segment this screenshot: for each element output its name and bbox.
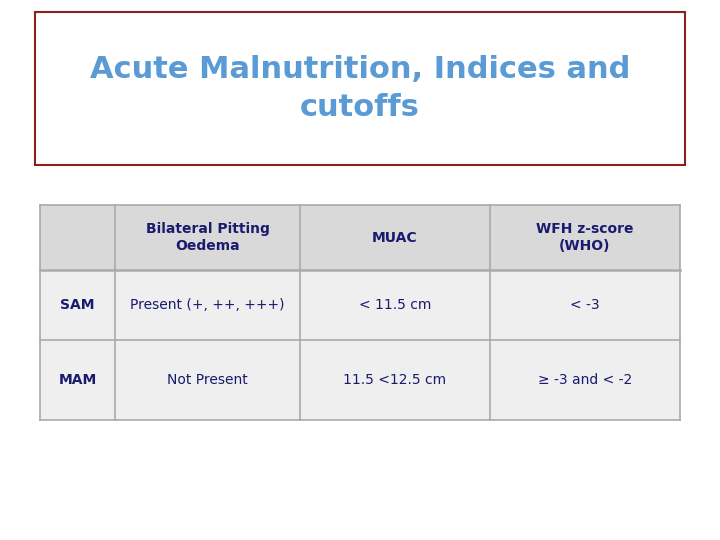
Bar [490,340,680,420]
Text: ≥ -3 and < -2: ≥ -3 and < -2 [538,373,632,387]
Bar [40,205,115,270]
Text: < 11.5 cm: < 11.5 cm [359,298,431,312]
Bar [115,205,300,270]
Bar [490,205,680,270]
Bar [490,270,680,340]
Text: Acute Malnutrition, Indices and
cutoffs: Acute Malnutrition, Indices and cutoffs [90,55,630,122]
Bar [40,340,115,420]
Bar [300,270,490,340]
Text: Present (+, ++, +++): Present (+, ++, +++) [130,298,284,312]
Text: 11.5 <12.5 cm: 11.5 <12.5 cm [343,373,446,387]
Bar [300,205,490,270]
Bar [115,270,300,340]
Text: MUAC: MUAC [372,231,418,245]
Text: MAM: MAM [58,373,96,387]
Text: Bilateral Pitting
Oedema: Bilateral Pitting Oedema [145,222,269,253]
Bar [40,270,115,340]
Bar [35,12,685,165]
Text: SAM: SAM [60,298,95,312]
Bar [115,340,300,420]
Text: Not Present: Not Present [167,373,248,387]
Text: WFH z-score
(WHO): WFH z-score (WHO) [536,222,634,253]
Bar [300,340,490,420]
Text: < -3: < -3 [570,298,600,312]
